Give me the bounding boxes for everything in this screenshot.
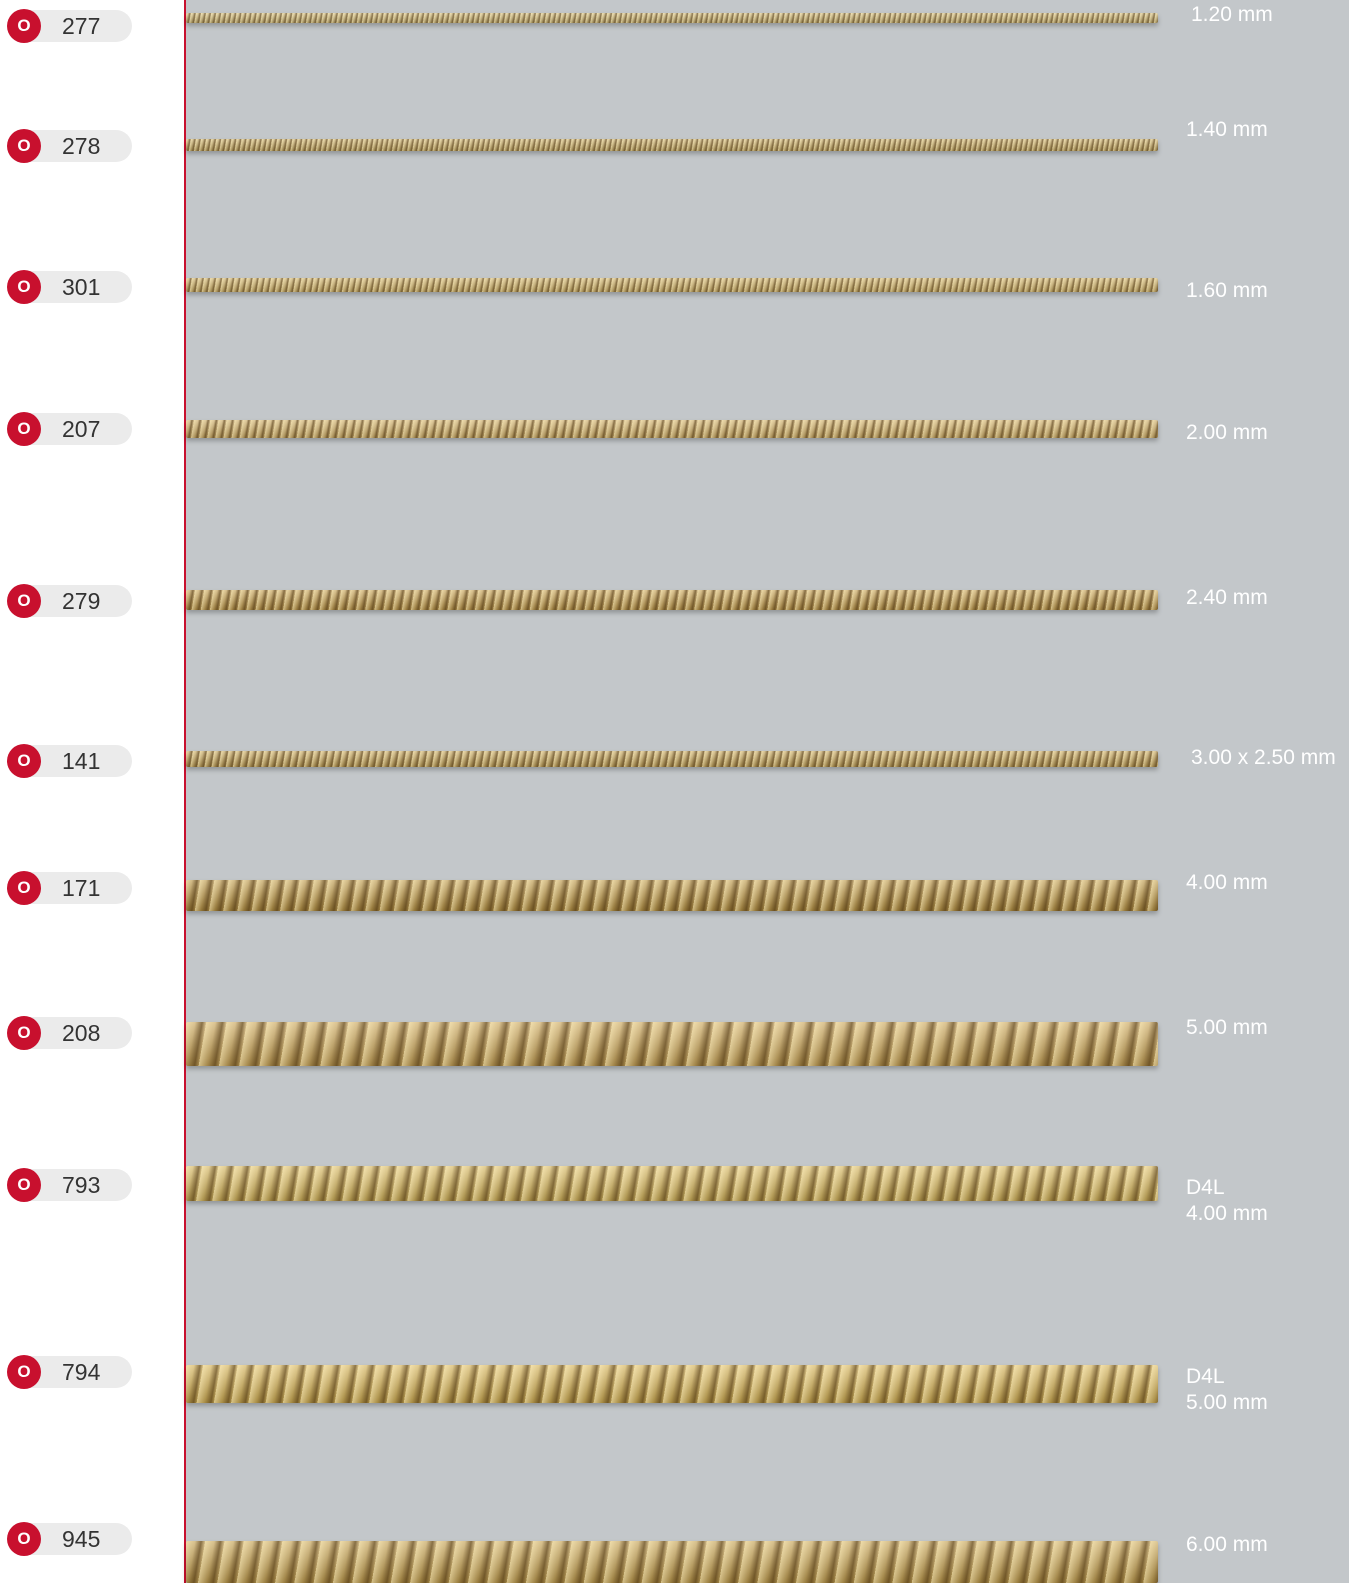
chain-code-number: 171 [62, 875, 101, 901]
chain-size-label: D4L 5.00 mm [1186, 1365, 1268, 1414]
chain-code-number: 278 [62, 133, 101, 159]
chain-image [186, 1166, 1158, 1201]
sidebar-divider [184, 0, 186, 1583]
chain-image [186, 751, 1158, 767]
chain-size-label: 1.40 mm [1186, 118, 1268, 141]
chain-size-label: 4.00 mm [1186, 871, 1268, 894]
chain-image [186, 420, 1158, 438]
chain-code-number: 207 [62, 416, 101, 442]
chain-image [186, 590, 1158, 610]
chain-code-badge: O [7, 1016, 41, 1050]
chain-image [186, 139, 1158, 151]
chain-code-number: 279 [62, 588, 101, 614]
chain-code-pill [24, 1356, 132, 1388]
chain-image [186, 278, 1158, 292]
chain-size-label: 3.00 x 2.50 mm [1191, 746, 1336, 769]
chain-code-number: 794 [62, 1359, 101, 1385]
chain-size-label: 2.40 mm [1186, 586, 1268, 609]
chain-code-pill [24, 130, 132, 162]
chain-size-label: 2.00 mm [1186, 421, 1268, 444]
chain-image [186, 1022, 1158, 1066]
chain-code-number: 141 [62, 748, 101, 774]
chain-image [186, 1365, 1158, 1403]
chain-code-number: 208 [62, 1020, 101, 1046]
chain-code-badge: O [7, 871, 41, 905]
chain-code-pill [24, 1169, 132, 1201]
chain-code-badge: O [7, 584, 41, 618]
chain-code-badge: O [7, 1168, 41, 1202]
chain-size-label: 5.00 mm [1186, 1016, 1268, 1039]
chain-code-pill [24, 10, 132, 42]
chain-code-badge: O [7, 270, 41, 304]
chain-code-badge: O [7, 129, 41, 163]
chain-code-badge: O [7, 1522, 41, 1556]
chain-size-label: 6.00 mm [1186, 1533, 1268, 1556]
chain-image [186, 13, 1158, 23]
chain-code-pill [24, 585, 132, 617]
chain-code-pill [24, 1523, 132, 1555]
chain-size-label: 1.60 mm [1186, 279, 1268, 302]
chain-code-pill [24, 872, 132, 904]
chain-code-pill [24, 413, 132, 445]
chain-image [186, 1541, 1158, 1583]
chain-size-label: D4L 4.00 mm [1186, 1176, 1268, 1225]
chain-code-number: 301 [62, 274, 101, 300]
chain-image [186, 880, 1158, 911]
chain-code-badge: O [7, 412, 41, 446]
chain-code-pill [24, 745, 132, 777]
chain-code-badge: O [7, 1355, 41, 1389]
chain-code-number: 793 [62, 1172, 101, 1198]
chain-code-pill [24, 1017, 132, 1049]
chain-code-pill [24, 271, 132, 303]
chain-code-number: 945 [62, 1526, 101, 1552]
chain-size-label: 1.20 mm [1191, 3, 1273, 26]
code-sidebar [0, 0, 185, 1583]
chain-code-badge: O [7, 744, 41, 778]
chain-code-badge: O [7, 9, 41, 43]
chain-code-number: 277 [62, 13, 101, 39]
